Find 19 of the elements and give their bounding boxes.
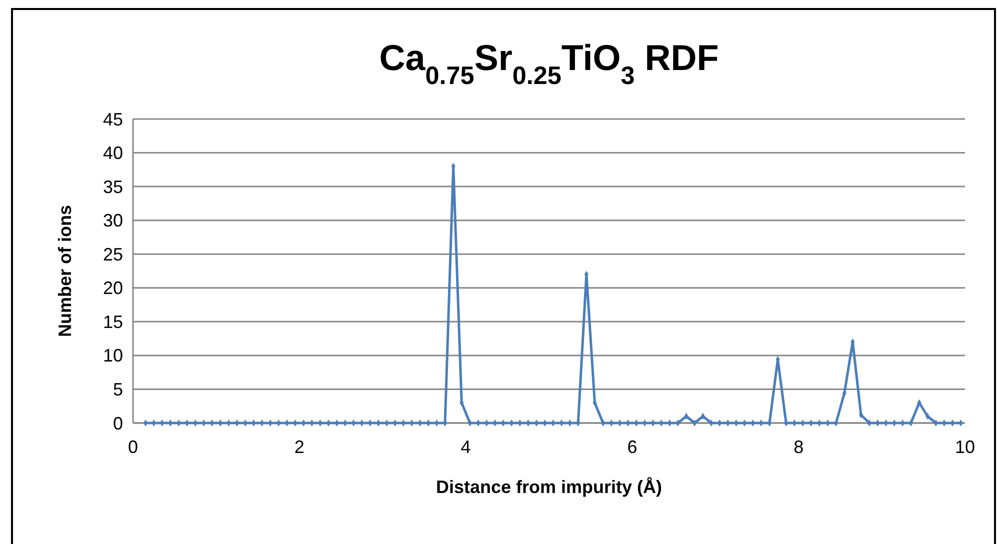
x-tick-label: 4 [460, 437, 471, 457]
y-tick-label: 15 [102, 312, 123, 332]
chart-title: Ca$_{0.75}$Sr$_{0.25}$TiO$_{3}$ RDF [379, 37, 719, 90]
y-tick-label: 30 [102, 210, 123, 231]
x-axis-title: Distance from impurity (Å) [436, 477, 662, 497]
x-tick-label: 2 [294, 437, 304, 457]
y-axis-title: Number of ions [55, 204, 75, 338]
y-tick-label: 20 [102, 278, 123, 298]
x-tick-label: 8 [794, 437, 804, 457]
y-tick-label: 40 [102, 143, 123, 164]
y-tick-label: 35 [102, 176, 123, 197]
y-tick-label: 10 [102, 346, 123, 366]
y-tick-label: 45 [102, 109, 123, 130]
y-tick-label: 25 [102, 244, 123, 264]
x-tick-label: 0 [128, 437, 138, 457]
y-tick-label: 0 [112, 413, 123, 434]
x-tick-label: 10 [954, 437, 976, 457]
x-tick-label: 6 [627, 437, 638, 457]
y-tick-label: 5 [112, 380, 123, 400]
